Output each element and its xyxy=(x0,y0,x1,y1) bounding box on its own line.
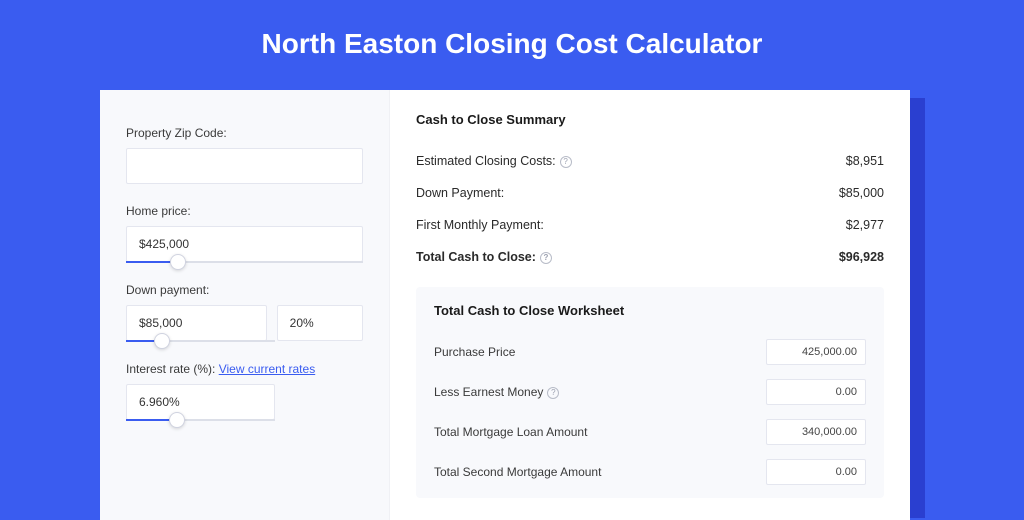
worksheet-row: Total Second Mortgage Amount xyxy=(434,452,866,492)
interest-field-group: Interest rate (%): View current rates xyxy=(126,362,363,421)
page-title: North Easton Closing Cost Calculator xyxy=(0,0,1024,82)
interest-input[interactable] xyxy=(126,384,275,420)
summary-row-label: Total Cash to Close:? xyxy=(416,250,552,264)
summary-row-value: $85,000 xyxy=(839,186,884,200)
summary-row-label: First Monthly Payment: xyxy=(416,218,544,232)
home-price-field-group: Home price: xyxy=(126,204,363,263)
down-payment-label: Down payment: xyxy=(126,283,363,297)
summary-rows: Estimated Closing Costs:? $8,951 Down Paym… xyxy=(416,145,884,273)
worksheet-panel: Total Cash to Close Worksheet Purchase P… xyxy=(416,287,884,498)
worksheet-row-input[interactable] xyxy=(766,419,866,445)
summary-row-label: Estimated Closing Costs:? xyxy=(416,154,572,168)
zip-field-group: Property Zip Code: xyxy=(126,126,363,184)
help-icon[interactable]: ? xyxy=(540,252,552,264)
summary-row: Total Cash to Close:? $96,928 xyxy=(416,241,884,273)
down-payment-slider-thumb[interactable] xyxy=(154,333,170,349)
worksheet-row: Less Earnest Money? xyxy=(434,372,866,412)
down-payment-pct-input[interactable] xyxy=(277,305,363,341)
worksheet-row: Total Mortgage Loan Amount xyxy=(434,412,866,452)
worksheet-row-input[interactable] xyxy=(766,379,866,405)
summary-row: Down Payment: $85,000 xyxy=(416,177,884,209)
summary-row: First Monthly Payment: $2,977 xyxy=(416,209,884,241)
down-payment-slider[interactable] xyxy=(126,340,275,342)
worksheet-rows: Purchase Price Less Earnest Money? Total M… xyxy=(434,332,866,492)
help-icon[interactable]: ? xyxy=(560,156,572,168)
zip-label: Property Zip Code: xyxy=(126,126,363,140)
worksheet-row-input[interactable] xyxy=(766,459,866,485)
help-icon[interactable]: ? xyxy=(547,387,559,399)
interest-slider-thumb[interactable] xyxy=(169,412,185,428)
home-price-input[interactable] xyxy=(126,226,363,262)
summary-row-value: $96,928 xyxy=(839,250,884,264)
summary-panel: Cash to Close Summary Estimated Closing … xyxy=(390,90,910,520)
interest-slider[interactable] xyxy=(126,419,275,421)
home-price-label: Home price: xyxy=(126,204,363,218)
worksheet-row-label: Less Earnest Money? xyxy=(434,385,559,399)
down-payment-input[interactable] xyxy=(126,305,267,341)
summary-row-value: $8,951 xyxy=(846,154,884,168)
home-price-slider[interactable] xyxy=(126,261,363,263)
calculator-card: Property Zip Code: Home price: Down paym… xyxy=(100,90,910,520)
zip-input[interactable] xyxy=(126,148,363,184)
inputs-panel: Property Zip Code: Home price: Down paym… xyxy=(100,90,390,520)
view-rates-link[interactable]: View current rates xyxy=(219,362,316,376)
down-payment-field-group: Down payment: xyxy=(126,283,363,342)
summary-row-value: $2,977 xyxy=(846,218,884,232)
worksheet-title: Total Cash to Close Worksheet xyxy=(434,303,866,318)
summary-row-label: Down Payment: xyxy=(416,186,504,200)
worksheet-row-input[interactable] xyxy=(766,339,866,365)
worksheet-row-label: Total Second Mortgage Amount xyxy=(434,465,601,479)
worksheet-row-label: Purchase Price xyxy=(434,345,515,359)
interest-label-text: Interest rate (%): xyxy=(126,362,219,376)
worksheet-row: Purchase Price xyxy=(434,332,866,372)
summary-row: Estimated Closing Costs:? $8,951 xyxy=(416,145,884,177)
interest-label: Interest rate (%): View current rates xyxy=(126,362,363,376)
worksheet-row-label: Total Mortgage Loan Amount xyxy=(434,425,587,439)
home-price-slider-thumb[interactable] xyxy=(170,254,186,270)
summary-title: Cash to Close Summary xyxy=(416,112,884,127)
